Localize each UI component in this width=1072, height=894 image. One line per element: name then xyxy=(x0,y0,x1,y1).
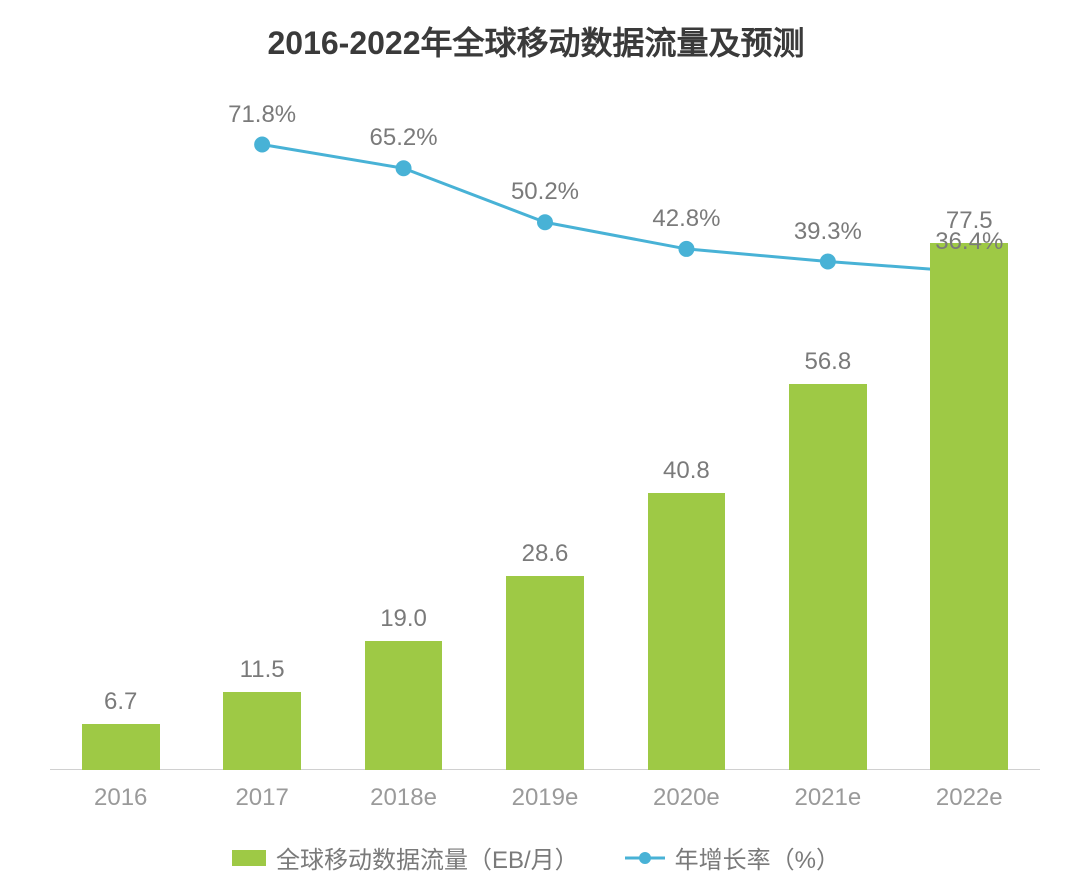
line-value-label: 65.2% xyxy=(333,124,474,152)
line-value-label: 39.3% xyxy=(757,218,898,246)
bar-value-label: 40.8 xyxy=(616,457,757,485)
bar-value-label: 6.7 xyxy=(50,688,191,716)
bar xyxy=(930,243,1008,770)
line-marker xyxy=(255,138,269,152)
plot-area: 6.7201611.5201719.02018e28.62019e40.8202… xyxy=(50,90,1040,770)
bar xyxy=(648,493,726,770)
bar-value-label: 19.0 xyxy=(333,605,474,633)
combo-chart: 2016-2022年全球移动数据流量及预测 6.7201611.5201719.… xyxy=(0,0,1072,894)
legend-label-bars: 全球移动数据流量（EB/月） xyxy=(276,840,579,875)
legend-item-bars: 全球移动数据流量（EB/月） xyxy=(232,840,579,875)
bar xyxy=(789,384,867,770)
line-marker xyxy=(538,215,552,229)
line-marker xyxy=(679,242,693,256)
legend-swatch-line xyxy=(625,850,665,866)
x-axis-label: 2020e xyxy=(616,784,757,812)
bar-value-label: 11.5 xyxy=(191,656,332,684)
bar-value-label: 56.8 xyxy=(757,348,898,376)
line-value-label: 71.8% xyxy=(191,101,332,129)
x-axis-label: 2019e xyxy=(474,784,615,812)
x-axis-label: 2017 xyxy=(191,784,332,812)
line-value-label: 50.2% xyxy=(474,178,615,206)
bar xyxy=(82,724,160,770)
chart-title: 2016-2022年全球移动数据流量及预测 xyxy=(0,18,1072,64)
bar xyxy=(365,641,443,770)
bar xyxy=(223,692,301,770)
legend-label-line: 年增长率（%） xyxy=(675,840,840,875)
legend-item-line: 年增长率（%） xyxy=(625,840,840,875)
line-value-label: 42.8% xyxy=(616,205,757,233)
legend-swatch-bar xyxy=(232,850,266,866)
bar-value-label: 28.6 xyxy=(474,540,615,568)
legend: 全球移动数据流量（EB/月） 年增长率（%） xyxy=(0,840,1072,875)
line-value-label: 36.4% xyxy=(899,228,1040,256)
line-marker xyxy=(821,255,835,269)
x-axis-label: 2018e xyxy=(333,784,474,812)
bar xyxy=(506,576,584,770)
x-axis-label: 2022e xyxy=(899,784,1040,812)
x-axis-label: 2016 xyxy=(50,784,191,812)
x-axis-label: 2021e xyxy=(757,784,898,812)
line-marker xyxy=(397,161,411,175)
